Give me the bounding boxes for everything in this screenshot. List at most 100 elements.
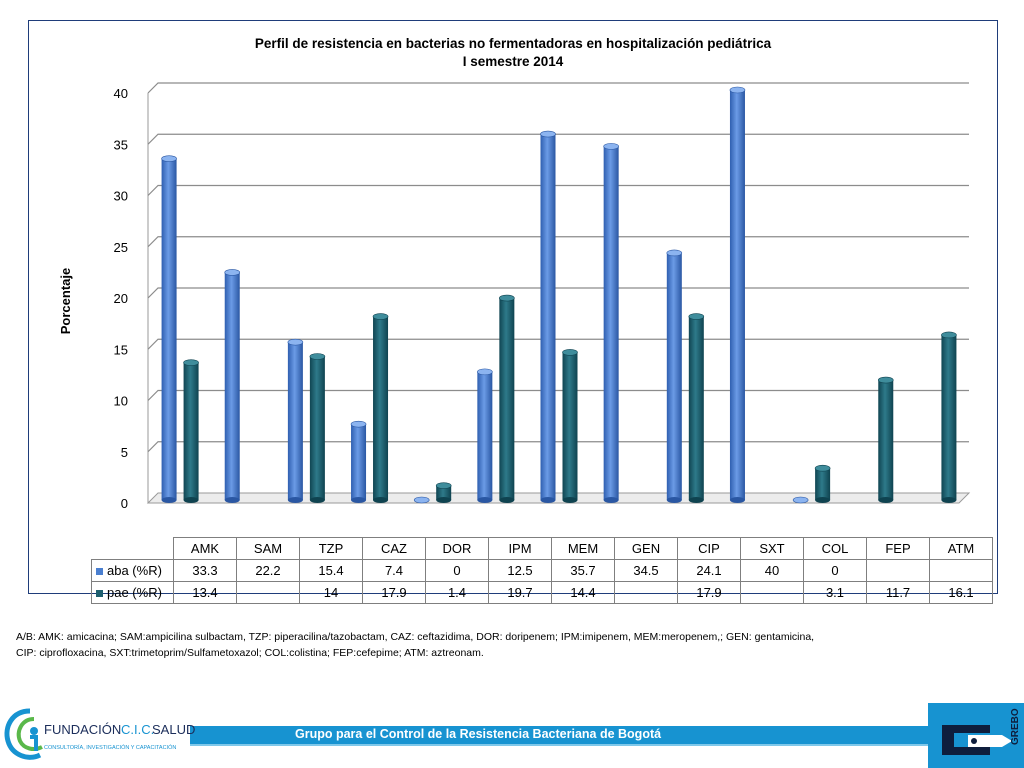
gridline xyxy=(147,184,969,196)
bar-aba-ipm xyxy=(477,368,493,503)
bar-aba-tzp xyxy=(287,338,304,503)
bar-base xyxy=(183,497,199,503)
data-label: 40 xyxy=(740,559,804,582)
bar-base xyxy=(477,497,493,503)
series-name: pae (%R) xyxy=(107,585,162,600)
bar-body xyxy=(941,334,957,500)
bar-aba-cip xyxy=(666,249,683,503)
chart-data-table: AMK SAM TZP CAZ DOR IPM MEM GEN CIP SXT COL FEP ATM a… xyxy=(91,537,993,604)
bar-base xyxy=(562,497,578,503)
gridline xyxy=(147,236,969,248)
bar-top xyxy=(792,496,809,504)
bar-top xyxy=(287,338,304,346)
bar-pae-col xyxy=(814,464,831,503)
bar-top xyxy=(562,349,578,356)
series-name: aba (%R) xyxy=(107,563,162,578)
gridline xyxy=(147,338,969,350)
bar-top xyxy=(161,155,177,162)
bar-top xyxy=(372,313,389,320)
table-header-row: AMK SAM TZP CAZ DOR IPM MEM GEN CIP SXT COL FEP ATM xyxy=(92,537,993,560)
footnote-line-1: A/B: AMK: amicacina; SAM:ampicilina sulb… xyxy=(16,631,815,643)
bar-top xyxy=(877,376,894,384)
bar-pae-dor xyxy=(435,482,452,503)
bar-body xyxy=(287,342,303,500)
data-label xyxy=(929,559,993,582)
y-tick-label: 10 xyxy=(114,394,128,409)
y-tick-label: 20 xyxy=(114,291,128,306)
category-label: AMK xyxy=(173,537,237,560)
data-label: 11.7 xyxy=(866,581,930,604)
bar-aba-caz xyxy=(350,420,367,503)
footnote-line-2: CIP: ciprofloxacina, SXT:trimetoprim/Sul… xyxy=(16,647,484,659)
bar-top xyxy=(729,86,746,94)
bar-base xyxy=(351,497,367,503)
fundacion-cic-salud-logo: FUNDACIÓN C.I.C. SALUD CONSULTORÍA, INVE… xyxy=(4,708,195,760)
bar-body xyxy=(603,146,619,500)
gridline xyxy=(147,389,969,401)
bar-aba-dor xyxy=(413,496,430,504)
bar-pae-atm xyxy=(941,331,957,503)
bar-body xyxy=(878,380,894,500)
bar-aba-col xyxy=(792,496,809,504)
y-tick-label: 30 xyxy=(114,189,128,204)
bar-base xyxy=(499,497,515,503)
table-corner xyxy=(92,538,174,560)
legend-key xyxy=(96,568,103,576)
bar-body xyxy=(183,362,199,500)
bar-top xyxy=(540,130,556,138)
data-label xyxy=(236,581,300,604)
category-label: CIP xyxy=(677,537,741,560)
bar-body xyxy=(161,158,177,501)
y-axis-label: Porcentaje xyxy=(58,268,73,334)
bar-base xyxy=(688,497,704,503)
category-label: FEP xyxy=(866,537,930,560)
y-tick-label: 0 xyxy=(121,496,128,511)
grebo-logo: GREBO xyxy=(928,703,1024,768)
org-tagline: CONSULTORÍA, INVESTIGACIÓN Y CAPACITACIÓ… xyxy=(44,744,176,751)
data-label: 14.4 xyxy=(551,581,615,604)
bar-body xyxy=(666,252,682,500)
bar-aba-sxt xyxy=(729,86,746,503)
gridlines xyxy=(146,82,971,504)
bar-body xyxy=(562,352,578,500)
gridline xyxy=(147,287,969,299)
bar-body xyxy=(499,298,515,500)
data-label: 15.4 xyxy=(299,559,363,582)
bar-top xyxy=(224,269,241,276)
bar-base xyxy=(436,497,452,503)
org-name-3: SALUD xyxy=(152,722,195,737)
chart-title: Perfil de resistencia en bacterias no fe… xyxy=(255,36,772,51)
bar-top xyxy=(666,249,683,257)
bar-top xyxy=(435,482,452,489)
category-label: DOR xyxy=(425,537,489,560)
data-label: 24.1 xyxy=(677,559,741,582)
bar-top xyxy=(309,353,326,360)
org-name-1: FUNDACIÓN xyxy=(44,722,121,737)
footer-banner xyxy=(190,726,930,744)
bar-base xyxy=(729,497,745,503)
bar-base xyxy=(373,497,389,503)
cic-swirl-icon xyxy=(4,708,43,760)
footnote: A/B: AMK: amicacina; SAM:ampicilina sulb… xyxy=(16,629,1016,661)
bar-top xyxy=(941,331,957,339)
bar-pae-fep xyxy=(877,376,894,503)
gridline xyxy=(147,82,969,94)
data-label xyxy=(740,581,804,604)
org-name-2: C.I.C. xyxy=(121,722,154,737)
data-label: 1.4 xyxy=(425,581,489,604)
data-label: 22.2 xyxy=(236,559,300,582)
bar-body xyxy=(224,272,240,500)
bar-body xyxy=(373,316,389,500)
data-label: 12.5 xyxy=(488,559,552,582)
data-label: 16.1 xyxy=(929,581,993,604)
data-label: 17.9 xyxy=(362,581,426,604)
bar-aba-sam xyxy=(224,269,241,503)
chart-subtitle: I semestre 2014 xyxy=(463,54,564,69)
bar-pae-tzp xyxy=(309,353,326,503)
data-label: 3.1 xyxy=(803,581,867,604)
data-label: 7.4 xyxy=(362,559,426,582)
bar-body xyxy=(729,90,745,500)
data-label: 33.3 xyxy=(173,559,237,582)
bar-chart: Perfil de resistencia en bacterias no fe… xyxy=(58,36,971,511)
data-label: 19.7 xyxy=(488,581,552,604)
